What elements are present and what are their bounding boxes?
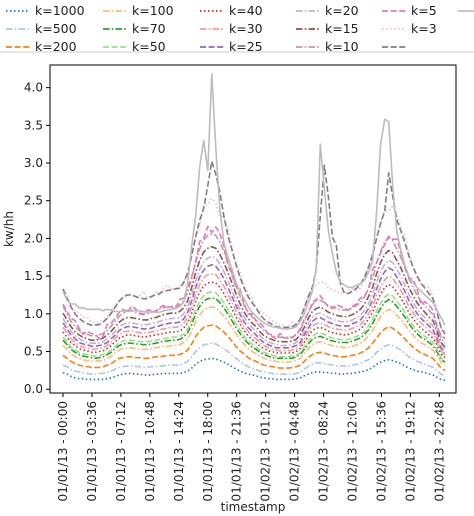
x-tick-label: 01/02/13 - 04:48 — [288, 401, 302, 501]
legend-frame — [0, 0, 474, 53]
legend-label-k-200: k=200 — [35, 39, 77, 54]
y-tick-label: 2.5 — [24, 194, 43, 208]
series-line-k-100 — [62, 306, 446, 366]
series-line-k-50 — [62, 291, 446, 362]
y-tick-label: 2.0 — [24, 231, 43, 245]
legend-label-k-15: k=15 — [325, 21, 359, 36]
legend: k=1000 k=500 k=200 k=100 k=70 k=50 k=40 k=30 k=2… — [0, 0, 474, 54]
y-tick-label: 1.0 — [24, 307, 43, 321]
legend-label-k-100: k=100 — [132, 3, 174, 18]
axes-frame — [49, 64, 457, 394]
y-tick-label: 4.0 — [24, 81, 43, 95]
legend-label-k-30: k=30 — [229, 21, 263, 36]
y-tick-label: 3.0 — [24, 156, 43, 170]
y-tick-label: 3.5 — [24, 118, 43, 132]
y-axis-label: kw/hh — [2, 211, 16, 247]
series-line-k-500 — [62, 342, 446, 377]
y-axis: 0.0 0.5 1.0 1.5 2.0 2.5 3.0 3.5 4.0 — [24, 81, 50, 396]
series-line-k-40 — [62, 281, 446, 359]
series-line-k-15 — [62, 245, 446, 348]
x-axis: 01/01/13 - 00:00 01/01/13 - 03:36 01/01/13… — [56, 393, 446, 501]
x-tick-label: 01/02/13 - 15:36 — [374, 401, 388, 501]
series-line-k-30 — [62, 273, 446, 356]
series-line-k-200 — [62, 324, 446, 372]
x-tick-label: 01/02/13 - 19:12 — [403, 401, 417, 501]
x-tick-label: 01/01/13 - 00:00 — [56, 401, 70, 501]
x-tick-label: 01/02/13 - 01:12 — [259, 401, 273, 501]
series-line-16 — [62, 73, 446, 330]
y-tick-label: 0.0 — [24, 382, 43, 396]
legend-label-k-40: k=40 — [229, 3, 263, 18]
x-tick-label: 01/01/13 - 03:36 — [85, 401, 99, 501]
y-tick-label: 1.5 — [24, 269, 43, 283]
x-tick-label: 01/01/13 - 18:00 — [201, 401, 215, 501]
legend-label-k-25: k=25 — [229, 39, 263, 54]
series-line-k-10 — [62, 233, 446, 344]
legend-label-k-70: k=70 — [132, 21, 166, 36]
x-tick-label: 01/01/13 - 07:12 — [114, 401, 128, 501]
legend-label-k-20: k=20 — [325, 3, 359, 18]
legend-label-k-50: k=50 — [132, 39, 166, 54]
series-line-k-20 — [62, 255, 446, 351]
series-line-k-25 — [62, 263, 446, 353]
x-axis-label: timestamp — [221, 500, 286, 514]
legend-label-k-10: k=10 — [325, 39, 359, 54]
series-line-k-1000 — [62, 357, 446, 381]
y-tick-label: 0.5 — [24, 345, 43, 359]
legend-label-k-3: k=3 — [411, 21, 437, 36]
legend-label-k-1000: k=1000 — [35, 3, 85, 18]
plot-area — [62, 73, 446, 381]
series-line-k-5 — [62, 225, 446, 340]
x-tick-label: 01/02/13 - 08:24 — [317, 401, 331, 501]
x-tick-label: 01/02/13 - 12:00 — [346, 401, 360, 501]
x-tick-label: 01/01/13 - 14:24 — [172, 401, 186, 501]
x-tick-label: 01/01/13 - 21:36 — [230, 401, 244, 501]
series-line-15 — [62, 160, 446, 335]
legend-label-k-5: k=5 — [411, 3, 437, 18]
x-tick-label: 01/01/13 - 10:48 — [143, 401, 157, 501]
legend-label-k-500: k=500 — [35, 21, 77, 36]
x-tick-label: 01/02/13 - 22:48 — [432, 401, 446, 501]
